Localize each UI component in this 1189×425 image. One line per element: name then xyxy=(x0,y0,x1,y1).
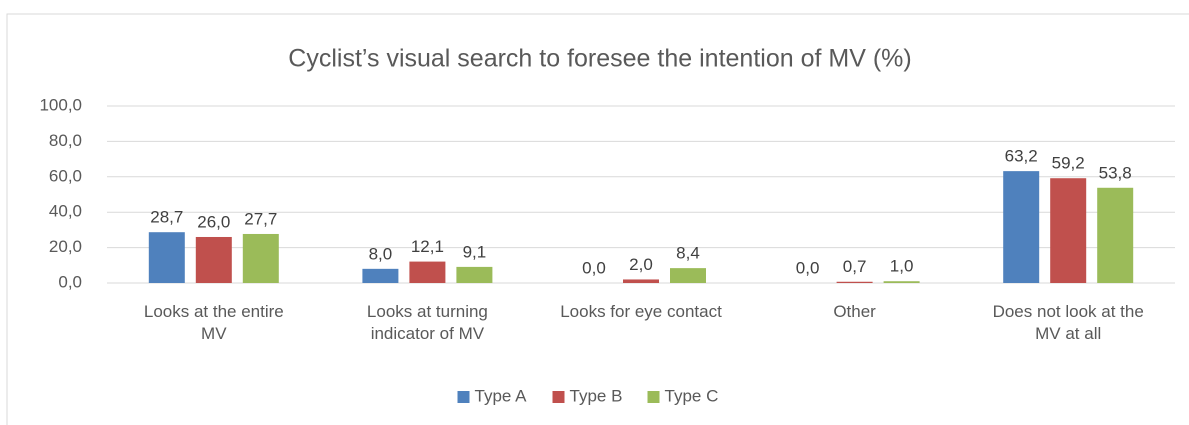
x-tick-label: Other xyxy=(833,302,876,321)
data-label: 63,2 xyxy=(1005,147,1038,166)
chart-frame xyxy=(6,13,1189,425)
data-label: 9,1 xyxy=(463,242,487,261)
x-tick-label: Looks for eye contact xyxy=(560,302,722,321)
bar xyxy=(1050,178,1087,283)
data-label: 8,0 xyxy=(369,244,393,263)
bar xyxy=(670,268,706,283)
chart-title: Cyclist’s visual search to foresee the i… xyxy=(288,45,911,73)
data-label: 0,0 xyxy=(582,258,606,277)
y-tick-label: 100,0 xyxy=(39,95,82,114)
bar xyxy=(195,236,232,283)
data-label: 1,0 xyxy=(890,257,914,276)
data-label: 27,7 xyxy=(244,209,277,228)
data-label: 12,1 xyxy=(411,237,444,256)
x-tick-label: Looks at the entire MV xyxy=(143,302,284,343)
legend-swatch xyxy=(647,391,660,403)
data-label: 28,7 xyxy=(150,208,183,227)
bar xyxy=(148,232,185,283)
bar xyxy=(409,261,446,283)
legend-label: Type A xyxy=(475,386,528,405)
y-tick-label: 60,0 xyxy=(49,166,82,185)
data-label: 2,0 xyxy=(629,255,653,274)
legend-label: Type C xyxy=(665,386,719,405)
bar xyxy=(883,281,920,283)
y-tick-label: 20,0 xyxy=(49,237,82,256)
legend-label: Type B xyxy=(570,386,623,405)
data-label: 26,0 xyxy=(197,212,230,231)
bar xyxy=(1003,171,1040,283)
data-label: 0,7 xyxy=(843,257,867,276)
bar xyxy=(456,266,493,283)
bar xyxy=(362,268,399,283)
bar xyxy=(242,233,279,283)
data-label: 8,4 xyxy=(676,244,700,263)
y-tick-label: 80,0 xyxy=(49,131,82,150)
data-label: 53,8 xyxy=(1099,163,1132,182)
legend-swatch xyxy=(457,391,470,403)
legend-swatch xyxy=(552,391,565,403)
x-tick-label: Does not look at the MV at all xyxy=(992,302,1144,343)
data-label: 59,2 xyxy=(1052,154,1085,173)
y-tick-label: 0,0 xyxy=(58,272,82,291)
bar xyxy=(836,281,873,283)
y-tick-label: 40,0 xyxy=(49,202,82,221)
x-tick-label: Looks at turning indicator of MV xyxy=(366,302,488,343)
bar xyxy=(623,279,659,283)
bar xyxy=(1097,187,1134,283)
data-label: 0,0 xyxy=(796,258,820,277)
